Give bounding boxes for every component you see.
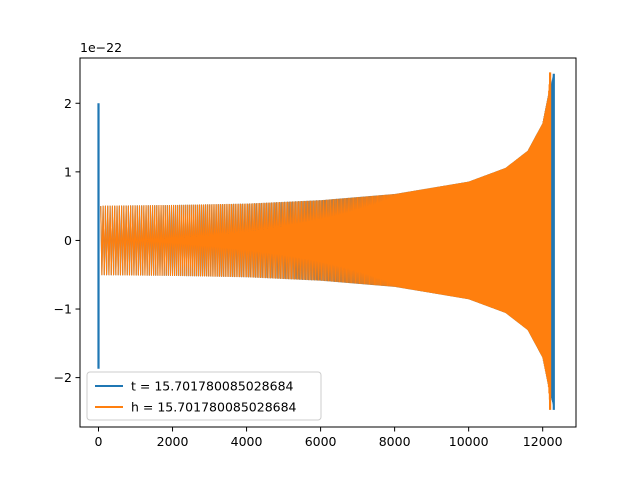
y-tick-label: 0	[64, 233, 72, 248]
plot-area	[97, 72, 555, 410]
y-tick-label: 1	[64, 164, 72, 179]
legend-label-2: h = 15.701780085028684	[131, 400, 297, 415]
x-tick-label: 2000	[157, 434, 189, 449]
x-tick-label: 8000	[379, 434, 411, 449]
series-line-2	[100, 77, 551, 406]
axes-frame	[79, 57, 577, 428]
y-tick-label: 2	[64, 96, 72, 111]
x-tick-label: 10000	[449, 434, 489, 449]
x-tick-label: 4000	[231, 434, 263, 449]
legend-label-1: t = 15.701780085028684	[131, 379, 294, 394]
x-tick-label: 12000	[523, 434, 563, 449]
legend: t = 15.701780085028684 h = 15.70178008502…	[86, 371, 322, 421]
y-offset-label: 1e−22	[80, 40, 122, 55]
y-tick-label: −1	[54, 302, 72, 317]
x-tick-label: 0	[95, 434, 103, 449]
x-tick-label: 6000	[305, 434, 337, 449]
legend-box	[86, 371, 322, 421]
y-tick-label: −2	[54, 370, 72, 385]
axes-layer: 0 2000 4000 6000 8000 10000 12000 −2 −1 0 1 2	[54, 57, 577, 449]
